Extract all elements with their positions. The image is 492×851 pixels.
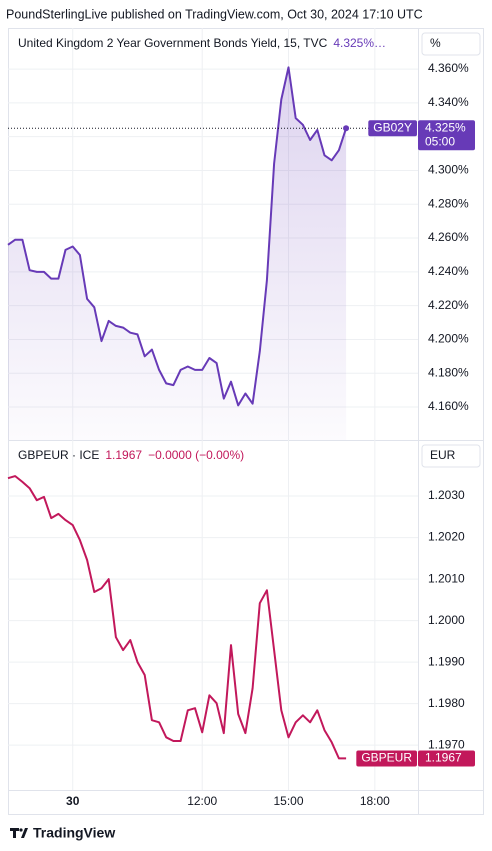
unit-label: EUR bbox=[430, 448, 456, 462]
y-tick-label: 1.1970 bbox=[428, 737, 465, 751]
y-tick-label: 4.340% bbox=[428, 95, 469, 109]
unit-box bbox=[421, 32, 481, 56]
y-tick-label: 1.1990 bbox=[428, 654, 465, 668]
x-tick-label: 15:00 bbox=[274, 794, 304, 808]
legend-title: United Kingdom 2 Year Government Bonds Y… bbox=[18, 36, 328, 50]
price-line bbox=[7, 66, 348, 407]
legend-title: GBPEUR · ICE bbox=[18, 448, 99, 462]
y-tick-label: 4.220% bbox=[428, 298, 469, 312]
y-tick-label: 4.160% bbox=[428, 399, 469, 413]
y-tick-label: 1.2020 bbox=[428, 530, 465, 544]
y-tick-label: 4.360% bbox=[428, 61, 469, 75]
y-tick-label: 4.180% bbox=[428, 365, 469, 379]
y-tick-label: 1.2030 bbox=[428, 488, 465, 502]
unit-box bbox=[421, 444, 481, 468]
publish-header: PoundSterlingLive published on TradingVi… bbox=[6, 7, 423, 21]
y-tick-label: 4.260% bbox=[428, 230, 469, 244]
value-badge bbox=[418, 750, 475, 767]
price-line bbox=[7, 475, 347, 760]
value-badge bbox=[418, 120, 475, 151]
tradingview-logo bbox=[10, 828, 28, 838]
symbol-badge bbox=[356, 750, 417, 767]
footer-brand: TradingView bbox=[33, 825, 115, 841]
y-tick-label: 4.240% bbox=[428, 264, 469, 278]
countdown: 05:00 bbox=[425, 134, 455, 148]
symbol-badge-label: GBPEUR bbox=[361, 751, 412, 765]
symbol-badge-label: GB02Y bbox=[373, 120, 412, 134]
area-fill bbox=[8, 67, 347, 441]
legend-value: 1.1967 bbox=[105, 448, 142, 462]
unit-label: % bbox=[430, 36, 441, 50]
value-badge-label: 4.325% bbox=[425, 120, 466, 134]
y-tick-label: 4.280% bbox=[428, 196, 469, 210]
x-tick-label: 18:00 bbox=[360, 794, 390, 808]
x-tick-label: 30 bbox=[66, 794, 80, 808]
y-tick-label: 1.2010 bbox=[428, 571, 465, 585]
symbol-badge bbox=[368, 120, 417, 137]
y-tick-label: 4.300% bbox=[428, 163, 469, 177]
last-point bbox=[343, 125, 350, 132]
legend-change: −0.0000 (−0.00%) bbox=[148, 448, 244, 462]
x-tick-label: 12:00 bbox=[187, 794, 217, 808]
y-tick-label: 4.200% bbox=[428, 332, 469, 346]
legend-value: 4.325%… bbox=[333, 36, 386, 50]
y-tick-label: 1.2000 bbox=[428, 613, 465, 627]
y-tick-label: 1.1980 bbox=[428, 696, 465, 710]
value-badge-label: 1.1967 bbox=[425, 751, 462, 765]
